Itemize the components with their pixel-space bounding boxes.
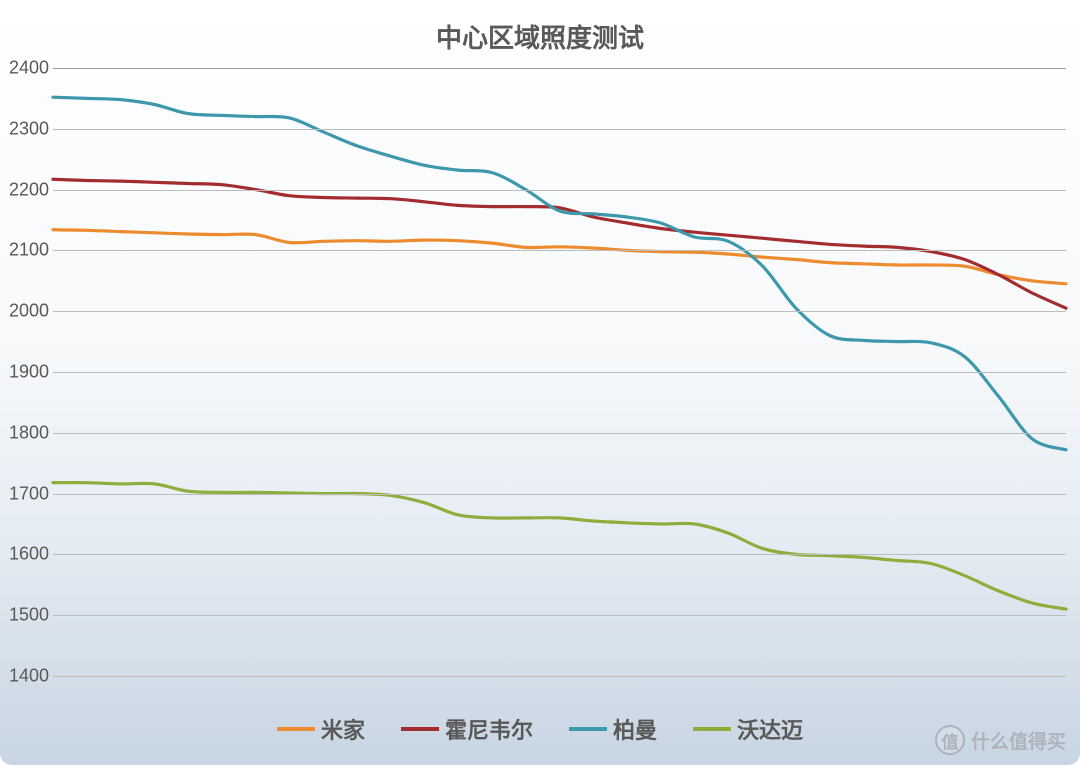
gridline <box>53 615 1066 616</box>
y-axis-label: 2100 <box>9 240 49 261</box>
y-axis-label: 1400 <box>9 666 49 687</box>
legend-item-2: 柏曼 <box>569 713 657 745</box>
legend-label: 沃达迈 <box>737 713 803 745</box>
gridline <box>53 190 1066 191</box>
gridline <box>53 494 1066 495</box>
series-line-0 <box>53 230 1066 284</box>
legend-label: 霍尼韦尔 <box>445 713 533 745</box>
y-axis-label: 2000 <box>9 301 49 322</box>
line-chart: 中心区域照度测试 米家 霍尼韦尔 柏曼 沃达迈 值 什么值得买 2400 2300 220… <box>0 0 1080 765</box>
y-axis-label: 2200 <box>9 179 49 200</box>
watermark-text: 什么值得买 <box>971 727 1066 754</box>
legend-label: 米家 <box>321 713 365 745</box>
legend-swatch-icon <box>693 727 731 731</box>
plot-area <box>53 68 1066 676</box>
legend: 米家 霍尼韦尔 柏曼 沃达迈 <box>0 711 1080 745</box>
gridline <box>53 68 1066 69</box>
series-line-2 <box>53 97 1066 450</box>
gridline <box>53 554 1066 555</box>
chart-title: 中心区域照度测试 <box>0 18 1080 55</box>
legend-item-0: 米家 <box>277 713 365 745</box>
series-line-3 <box>53 483 1066 609</box>
gridline <box>53 433 1066 434</box>
legend-swatch-icon <box>569 727 607 731</box>
gridline <box>53 311 1066 312</box>
watermark-badge-icon: 值 <box>935 725 965 755</box>
watermark: 值 什么值得买 <box>935 725 1066 755</box>
y-axis-label: 1900 <box>9 362 49 383</box>
series-line-1 <box>53 179 1066 308</box>
legend-item-3: 沃达迈 <box>693 713 803 745</box>
y-axis-label: 1800 <box>9 422 49 443</box>
gridline <box>53 250 1066 251</box>
y-axis-label: 1500 <box>9 605 49 626</box>
gridline <box>53 676 1066 677</box>
legend-label: 柏曼 <box>613 713 657 745</box>
y-axis-label: 1600 <box>9 544 49 565</box>
legend-swatch-icon <box>277 727 315 731</box>
y-axis-label: 2300 <box>9 118 49 139</box>
gridline <box>53 129 1066 130</box>
y-axis-label: 2400 <box>9 58 49 79</box>
y-axis-label: 1700 <box>9 483 49 504</box>
legend-item-1: 霍尼韦尔 <box>401 713 533 745</box>
gridline <box>53 372 1066 373</box>
legend-swatch-icon <box>401 727 439 731</box>
